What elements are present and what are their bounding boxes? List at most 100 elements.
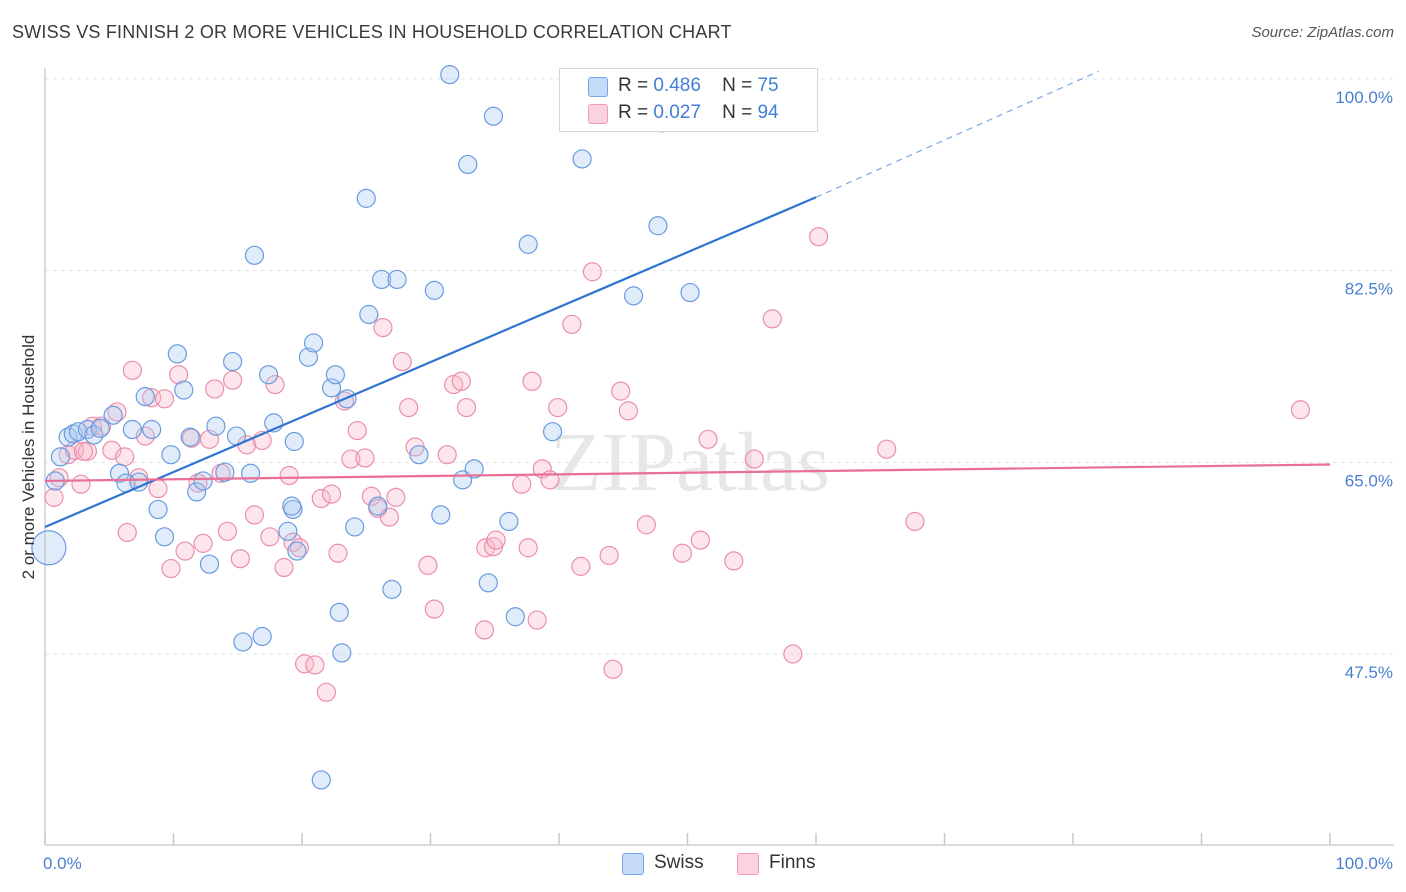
stats-legend: R = 0.486 N = 75 R = 0.027 N = 94: [559, 68, 818, 132]
swiss-point: [282, 496, 302, 516]
finns-point: [418, 555, 438, 575]
swiss-point: [58, 427, 78, 447]
swiss-point: [283, 499, 303, 520]
swiss-point: [345, 517, 365, 537]
swiss-r-label: R =: [618, 75, 649, 96]
swiss-point: [572, 149, 592, 169]
swiss-point: [233, 632, 253, 652]
finns-point: [690, 530, 710, 550]
finns-point: [424, 599, 444, 619]
finns-point: [486, 530, 506, 550]
bottom-swiss-swatch: [622, 853, 644, 875]
trend-lines: [44, 70, 1331, 528]
finns-point: [205, 379, 225, 399]
finns-point: [117, 522, 137, 543]
finns-point: [260, 527, 280, 547]
swiss-point: [464, 459, 484, 479]
finns-point: [217, 521, 238, 541]
swiss-point: [287, 541, 307, 561]
chart-title: SWISS VS FINNISH 2 OR MORE VEHICLES IN H…: [12, 22, 732, 42]
finns-point: [71, 474, 91, 494]
finns-point: [193, 533, 213, 553]
bottom-swiss-label: Swiss: [654, 852, 704, 873]
finns-point: [175, 541, 195, 561]
finns-point: [527, 610, 547, 630]
finns-point: [223, 370, 243, 390]
swiss-point: [518, 234, 538, 254]
y-tick-label: 82.5%: [1345, 280, 1393, 299]
finns-point: [451, 371, 471, 391]
finns-point: [783, 644, 803, 664]
swiss-point: [103, 405, 123, 425]
finns-point: [161, 558, 181, 579]
swiss-point: [154, 527, 175, 547]
swiss-point: [241, 463, 261, 483]
finns-point: [474, 620, 495, 640]
swiss-point: [329, 602, 349, 622]
finns-point: [698, 429, 718, 449]
finns-point: [437, 445, 457, 465]
swiss-point: [199, 554, 220, 574]
source-label: Source: ZipAtlas.com: [1251, 24, 1394, 41]
finns-point: [311, 488, 331, 509]
finns-point: [562, 314, 582, 334]
finns-point: [548, 397, 568, 418]
swiss-point: [187, 482, 207, 502]
finns-r-label: R =: [618, 102, 649, 123]
swiss-point: [90, 418, 110, 438]
finns-point: [571, 556, 591, 576]
bottom-finns-swatch: [737, 853, 759, 875]
swiss-point: [387, 269, 407, 290]
swiss-point: [478, 573, 498, 593]
finns-swatch: [588, 104, 608, 124]
finns-point: [1290, 400, 1311, 420]
swiss-point: [142, 419, 162, 440]
finns-point: [582, 262, 603, 282]
swiss-point: [193, 471, 213, 491]
finns-point: [618, 401, 638, 421]
finns-r-value: 0.027: [653, 102, 701, 123]
finns-point: [724, 551, 744, 571]
finns-point: [744, 449, 764, 469]
swiss-point: [499, 511, 519, 532]
finns-point: [341, 449, 361, 469]
finns-point: [115, 447, 135, 467]
swiss-point: [325, 365, 346, 385]
swiss-swatch: [588, 77, 608, 97]
finns-point: [386, 487, 406, 507]
swiss-point: [483, 106, 504, 126]
finns-point: [73, 441, 94, 461]
swiss-trend-extension: [815, 70, 1099, 198]
swiss-point: [505, 607, 525, 627]
swiss-point: [223, 351, 243, 372]
swiss-point: [359, 304, 379, 325]
finns-point: [361, 486, 381, 506]
swiss-point: [542, 422, 563, 442]
swiss-point: [368, 496, 388, 516]
finns-point: [316, 682, 337, 702]
finns-n-value: 94: [757, 102, 779, 123]
swiss-point: [680, 282, 700, 303]
swiss-point: [258, 365, 279, 385]
bottom-finns-label: Finns: [769, 852, 816, 873]
swiss-point: [148, 499, 168, 520]
swiss-point: [311, 770, 331, 790]
swiss-point: [180, 427, 200, 447]
swiss-point: [174, 380, 194, 400]
swiss-point: [50, 447, 71, 467]
swiss-point: [458, 154, 478, 175]
finns-point: [532, 459, 552, 479]
finns-point: [456, 397, 477, 418]
grid-lines: [45, 78, 1394, 655]
swiss-point: [356, 188, 376, 208]
x-tick-label-max: 100.0%: [1335, 854, 1393, 873]
finns-point: [611, 381, 631, 401]
swiss-point: [431, 505, 451, 525]
swiss-point: [298, 347, 319, 367]
y-tick-label: 65.0%: [1345, 471, 1393, 490]
x-tick-label-min: 0.0%: [43, 854, 82, 873]
finns-point: [599, 545, 619, 566]
swiss-point: [278, 521, 298, 541]
finns-point: [512, 474, 532, 494]
